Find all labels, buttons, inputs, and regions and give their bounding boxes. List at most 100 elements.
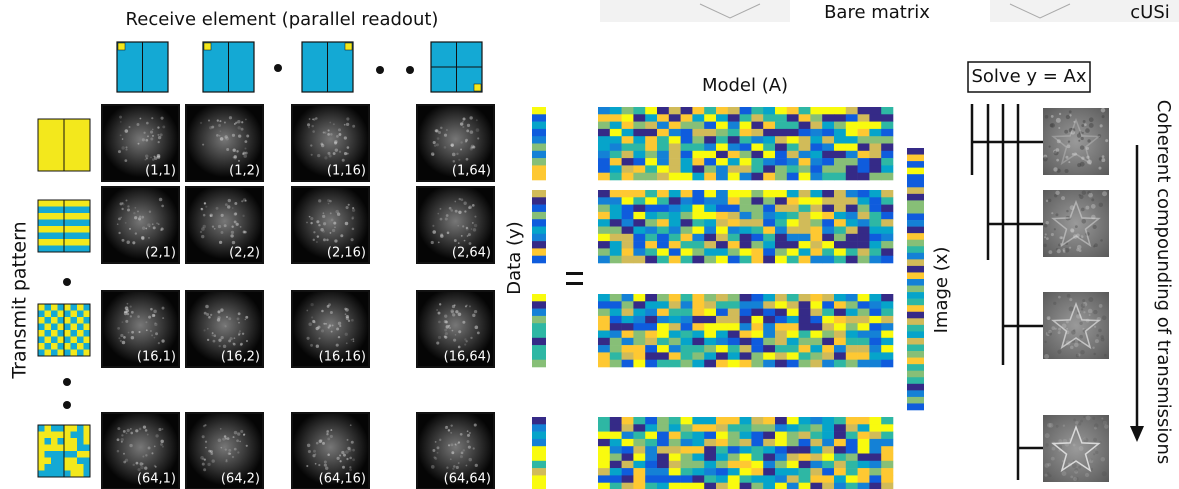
model-cell — [657, 475, 670, 483]
us-image — [291, 186, 370, 264]
model-cell — [621, 345, 634, 353]
model-cell — [704, 359, 717, 368]
model-cell — [834, 219, 847, 227]
model-cell — [716, 233, 729, 242]
model-cell — [822, 143, 835, 152]
model-cell — [857, 190, 870, 198]
model-cell — [598, 301, 611, 309]
model-cell — [609, 468, 622, 476]
model-cell — [786, 211, 799, 220]
model-cell — [775, 158, 788, 166]
model-cell — [716, 294, 729, 302]
model-cell — [598, 475, 611, 483]
speckle — [1087, 139, 1091, 143]
speckle — [327, 437, 331, 441]
model-cell — [692, 337, 705, 346]
model-cell — [598, 233, 611, 242]
speckle — [473, 223, 478, 228]
model-cell — [763, 248, 776, 256]
model-cell — [834, 226, 847, 235]
speckle — [326, 430, 329, 434]
model-cell — [657, 128, 670, 137]
speckle — [124, 129, 129, 133]
pattern-cell — [83, 336, 91, 344]
model-cell — [786, 301, 799, 309]
star — [1051, 301, 1101, 350]
pattern-cell — [51, 232, 58, 240]
pattern-cell — [38, 232, 45, 240]
speckle — [237, 312, 241, 316]
speckle — [1058, 295, 1061, 299]
model-cell — [704, 165, 717, 173]
model-cell — [727, 330, 740, 339]
speckle — [439, 438, 442, 442]
pattern-cell — [44, 431, 52, 439]
model-cell — [857, 165, 870, 173]
model-cell — [645, 315, 658, 324]
speckle — [210, 313, 213, 317]
model-cell — [786, 136, 799, 144]
active-element — [117, 42, 126, 51]
speckle — [430, 240, 434, 245]
model-cell — [692, 352, 705, 360]
pattern-cell — [77, 343, 84, 350]
model-cell — [775, 460, 788, 469]
model-cell — [692, 190, 705, 198]
model-cell — [881, 301, 894, 309]
model-cell — [657, 197, 670, 205]
speckle — [205, 446, 207, 449]
speckle — [117, 427, 121, 431]
speckle — [434, 129, 438, 133]
model-cell — [881, 337, 894, 346]
speckle — [121, 146, 125, 150]
model-cell — [810, 241, 823, 249]
pattern-cell — [64, 444, 71, 452]
speckle — [1088, 122, 1094, 128]
speckle — [313, 449, 316, 453]
model-cell — [881, 172, 894, 181]
pattern-cell — [44, 232, 52, 240]
speckle — [343, 123, 346, 126]
model-cell — [798, 150, 811, 159]
pattern-cell — [70, 213, 78, 220]
model-cell — [751, 241, 764, 249]
model-cell — [598, 172, 611, 181]
model-cell — [621, 248, 634, 256]
model-cell — [716, 158, 729, 166]
model-cell — [763, 255, 776, 264]
model-cell — [798, 255, 811, 264]
speckle — [349, 466, 352, 469]
speckle — [1051, 326, 1056, 330]
pattern-cell — [38, 226, 45, 233]
speckle — [1048, 332, 1053, 336]
speckle — [153, 309, 157, 314]
speckle — [1102, 419, 1107, 425]
model-cell — [786, 219, 799, 227]
model-cell — [727, 475, 740, 483]
speckle — [120, 440, 123, 443]
speckle — [155, 332, 159, 336]
model-cell — [810, 475, 823, 483]
speckle — [335, 343, 339, 347]
model-cell — [881, 136, 894, 144]
speckle — [433, 144, 437, 147]
model-cell — [727, 172, 740, 181]
data-cell — [532, 359, 546, 368]
speckle — [1053, 301, 1057, 305]
model-cell — [633, 114, 646, 122]
speckle — [1044, 236, 1047, 239]
speckle — [130, 310, 134, 314]
model-cell — [645, 255, 658, 264]
data-cell — [532, 431, 546, 440]
model-cell — [834, 308, 847, 317]
speckle — [1079, 321, 1083, 325]
model-cell — [869, 482, 882, 489]
pattern-cell — [64, 213, 71, 220]
speckle — [332, 123, 335, 126]
speckle — [220, 231, 224, 234]
model-cell — [763, 158, 776, 166]
speckle — [1080, 349, 1085, 355]
model-cell — [869, 417, 882, 425]
model-cell — [716, 211, 729, 220]
speckle — [336, 212, 341, 216]
